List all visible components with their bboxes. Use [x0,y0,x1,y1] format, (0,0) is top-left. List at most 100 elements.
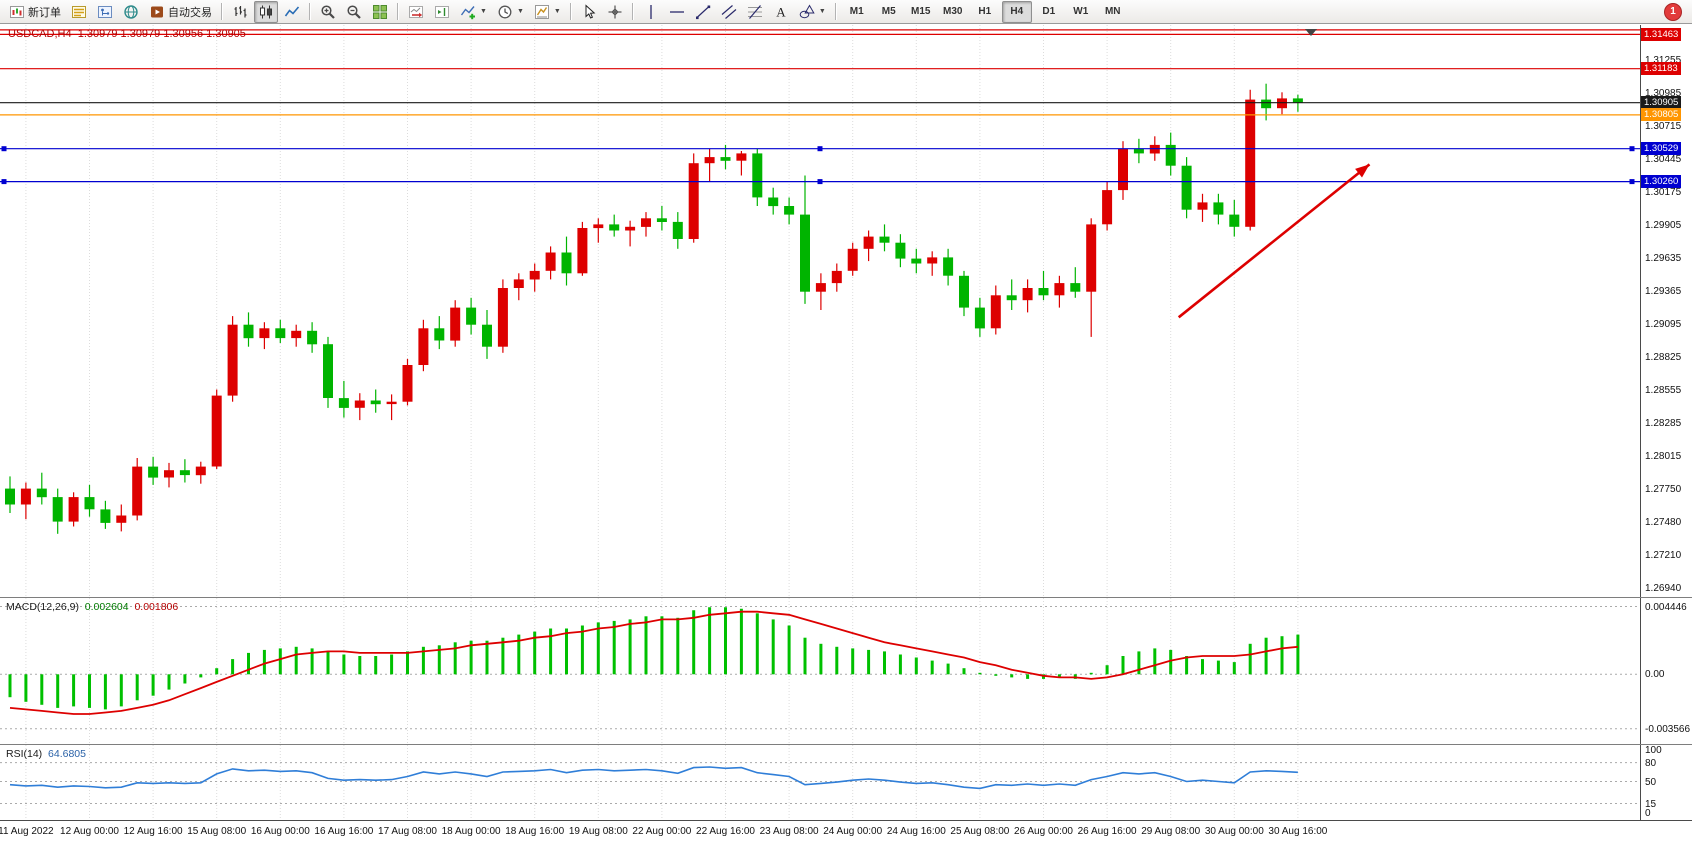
new-order-label: 新订单 [28,6,61,19]
macd-svg[interactable] [0,598,1640,744]
notification-badge[interactable]: 1 [1664,2,1682,21]
bar-chart-button[interactable] [228,1,252,23]
autotrade-icon [149,4,165,20]
trendline-button[interactable] [691,1,715,23]
periods-icon [497,4,513,20]
chart-shift-icon [434,4,450,20]
rsi-svg[interactable] [0,745,1640,820]
tile-windows-icon [372,4,388,20]
autotrade-label: 自动交易 [168,6,212,19]
navigator-button[interactable] [93,1,117,23]
rsi-plot[interactable] [0,745,1640,825]
shapes-button[interactable]: ▼ [795,1,830,23]
timeframe-h4-button[interactable]: H4 [1001,0,1032,23]
timeframe-w1-button[interactable]: W1 [1073,6,1089,17]
time-label: 17 Aug 08:00 [378,826,437,837]
timeframe-h1-button[interactable]: H1 [978,6,992,17]
toolbar-separator [397,3,399,20]
line-chart-button[interactable] [280,1,304,23]
cursor-button[interactable] [577,1,601,23]
horizontal-line-button[interactable] [665,1,689,23]
crosshair-button[interactable] [603,1,627,23]
fibo-icon [747,4,763,20]
candle-chart-button[interactable] [254,0,278,23]
time-label: 11 Aug 2022 [0,826,54,837]
navigator-icon [97,4,113,20]
price-badge: 1.30905 [1641,96,1682,110]
macd-signal-value: 0.001806 [134,601,179,613]
line-handle[interactable] [1,146,7,152]
crosshair-icon [607,4,623,20]
rsi-pane[interactable]: RSI(14) 64.6805 100 80 50 15 0 [0,744,1692,820]
text-button[interactable]: A [769,1,793,23]
chart-shift-marker[interactable] [1305,29,1317,36]
line-handle[interactable] [1629,146,1635,152]
macd-tick-label: 0.00 [1645,669,1665,681]
line-handle[interactable] [1629,179,1635,185]
channel-button[interactable] [717,1,741,23]
price-tick-label: 1.26940 [1645,582,1682,594]
price-tick-label: 1.30175 [1645,187,1682,198]
line-handle[interactable] [1,179,7,185]
caret-down-icon: ▼ [818,8,826,15]
time-label: 18 Aug 16:00 [505,826,565,837]
trend-arrow-head [1355,164,1370,178]
time-axis[interactable]: 11 Aug 2022 12 Aug 00:00 12 Aug 16:00 15 Au… [0,820,1692,846]
main-chart-svg[interactable] [0,25,1640,597]
chart-shift-button[interactable] [430,1,454,23]
fibonacci-button[interactable] [743,1,767,23]
price-tick-label: 1.31255 [1645,54,1682,66]
macd-scale[interactable]: 0.004446 0.00 -0.003566 [1640,598,1692,744]
timeframe-m30-button[interactable]: M30 [943,6,963,17]
new-order-button[interactable]: 新订单 [5,1,65,23]
tile-windows-button[interactable] [368,1,392,23]
autotrade-button[interactable]: 自动交易 [145,1,216,23]
macd-plot[interactable] [0,598,1640,749]
trend-arrow[interactable] [1177,163,1371,319]
chart-title: USDCAD,H4 1.30979 1.30979 1.30956 1.3090… [8,28,246,40]
price-badge: 1.31183 [1641,62,1681,76]
templates-button[interactable]: ▼ [530,1,565,23]
macd-histogram [8,607,1300,710]
main-chart-pane[interactable]: USDCAD,H4 1.30979 1.30979 1.30956 1.3090… [0,25,1692,597]
price-tick-label: 1.30445 [1645,153,1682,165]
price-tick-label: 1.29905 [1645,220,1682,231]
timeframe-m5-button[interactable]: M5 [881,6,896,17]
time-label: 22 Aug 16:00 [696,826,755,837]
time-label: 29 Aug 08:00 [1141,826,1201,837]
time-label: 15 Aug 08:00 [187,826,247,837]
macd-pane[interactable]: MACD(12,26,9) 0.002604 0.001806 0.004446… [0,597,1692,744]
indicators-button[interactable]: ▼ [456,1,491,23]
market-watch-button[interactable] [67,1,91,23]
periods-button[interactable]: ▼ [493,1,528,23]
auto-scroll-button[interactable] [404,1,428,23]
shapes-icon [799,3,815,20]
timeframe-d1-button[interactable]: D1 [1042,6,1056,17]
rsi-tick-label: 15 [1645,798,1657,810]
rsi-tick-label: 50 [1645,776,1657,788]
zoom-out-button[interactable] [342,1,366,23]
indicators-icon [460,4,476,20]
macd-tick-label: 0.004446 [1645,601,1687,613]
price-tick-label: 1.29365 [1645,286,1682,297]
price-badge: 1.30805 [1641,108,1682,122]
market-watch-icon [71,4,87,20]
timeframe-mn-button[interactable]: MN [1104,6,1121,17]
rsi-line [9,766,1298,790]
bar-chart-icon [232,4,248,20]
rsi-scale[interactable]: 100 80 50 15 0 [1640,745,1692,820]
timeframe-m1-button[interactable]: M1 [849,6,864,17]
time-label: 12 Aug 16:00 [123,826,183,837]
zoom-in-button[interactable] [316,1,340,23]
caret-down-icon: ▼ [553,8,561,15]
time-label: 16 Aug 00:00 [250,826,310,837]
terminal-icon [123,4,139,20]
line-handle[interactable] [817,179,823,185]
macd-tick-label: -0.003566 [1645,723,1691,735]
timeframe-m15-button[interactable]: M15 [911,6,931,17]
vertical-line-button[interactable] [639,1,663,23]
line-handle[interactable] [817,146,823,152]
time-label: 19 Aug 08:00 [568,826,628,837]
terminal-button[interactable] [119,1,143,23]
main-chart-plot[interactable] [0,25,1640,602]
